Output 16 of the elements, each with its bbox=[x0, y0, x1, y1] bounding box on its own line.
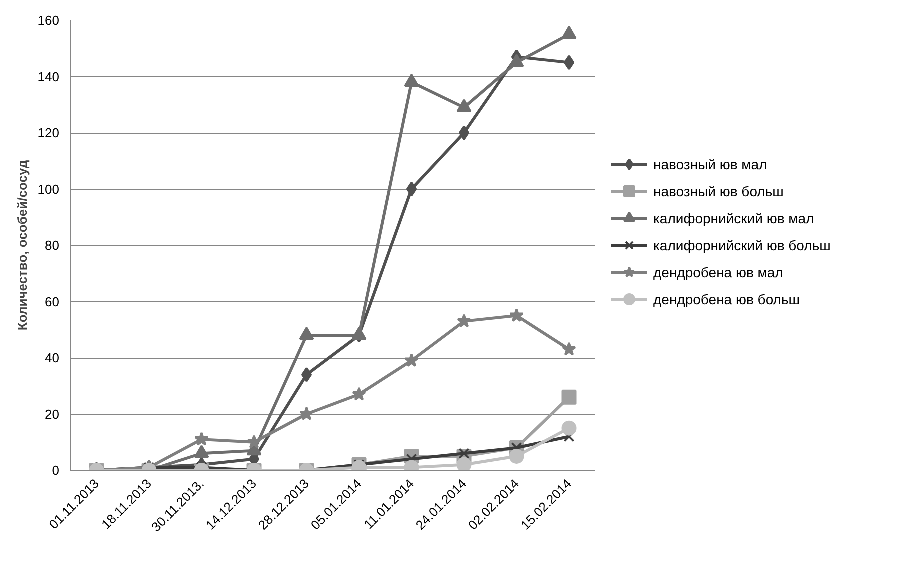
legend-label: навозный юв мал bbox=[654, 156, 768, 172]
y-tick-label: 40 bbox=[45, 350, 60, 366]
legend-label: навозный юв больш bbox=[654, 184, 784, 200]
y-tick-label: 20 bbox=[45, 406, 60, 422]
legend-label: дендробена юв мал bbox=[654, 264, 784, 280]
legend-label: калифорнийский юв мал bbox=[654, 210, 814, 226]
y-tick-label: 60 bbox=[45, 294, 60, 310]
y-tick-label: 160 bbox=[38, 13, 60, 28]
y-tick-label: 120 bbox=[38, 126, 60, 140]
y-tick-label: 80 bbox=[45, 238, 60, 253]
y-tick-label: 100 bbox=[38, 182, 60, 197]
y-tick-label: 140 bbox=[38, 69, 60, 84]
y-axis-title: Количество, особей/сосуд bbox=[14, 160, 30, 331]
y-tick-label: 0 bbox=[52, 463, 60, 478]
legend-label: калифорнийский юв больш bbox=[654, 238, 831, 254]
legend-label: дендробена юв больш bbox=[654, 292, 800, 308]
